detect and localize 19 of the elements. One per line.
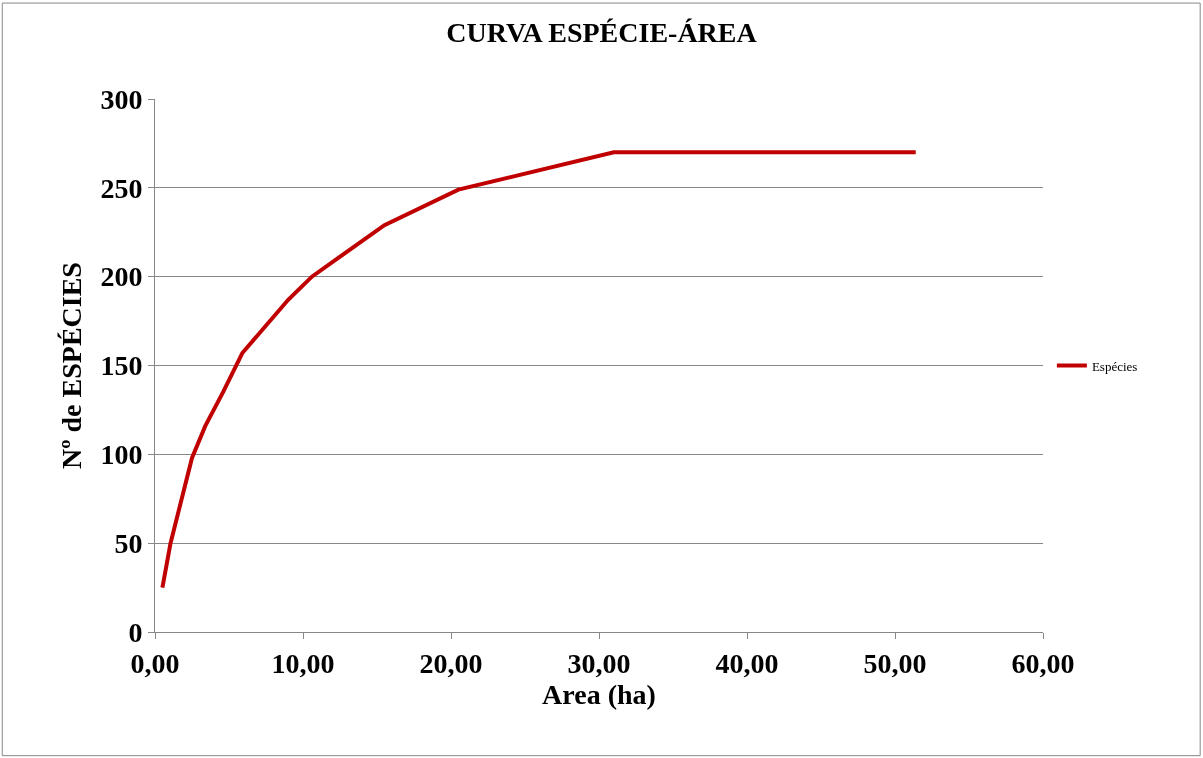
x-tick-label: 30,00 (567, 647, 631, 679)
chart-title: CURVA ESPÉCIE-ÁREA (446, 17, 758, 49)
x-tick-label: 60,00 (1011, 647, 1075, 679)
x-tick-label: 50,00 (863, 647, 927, 679)
x-tick-label: 10,00 (271, 647, 335, 679)
x-tick-label: 20,00 (419, 647, 483, 679)
y-axis-title: Nº de ESPÉCIES (56, 262, 88, 469)
y-tick-label: 300 (100, 83, 143, 115)
legend-label: Espécies (1091, 358, 1138, 374)
y-tick-label: 250 (100, 172, 143, 204)
y-tick-label: 200 (100, 261, 143, 293)
x-tick-label: 0,00 (130, 647, 180, 679)
x-axis-title: Area (ha) (542, 678, 656, 710)
y-tick-label: 100 (100, 439, 143, 471)
y-tick-label: 50 (114, 527, 143, 559)
y-tick-label: 150 (100, 350, 143, 382)
line-series (160, 150, 918, 590)
x-tick-label: 40,00 (715, 647, 779, 679)
y-tick-label: 0 (128, 616, 143, 648)
